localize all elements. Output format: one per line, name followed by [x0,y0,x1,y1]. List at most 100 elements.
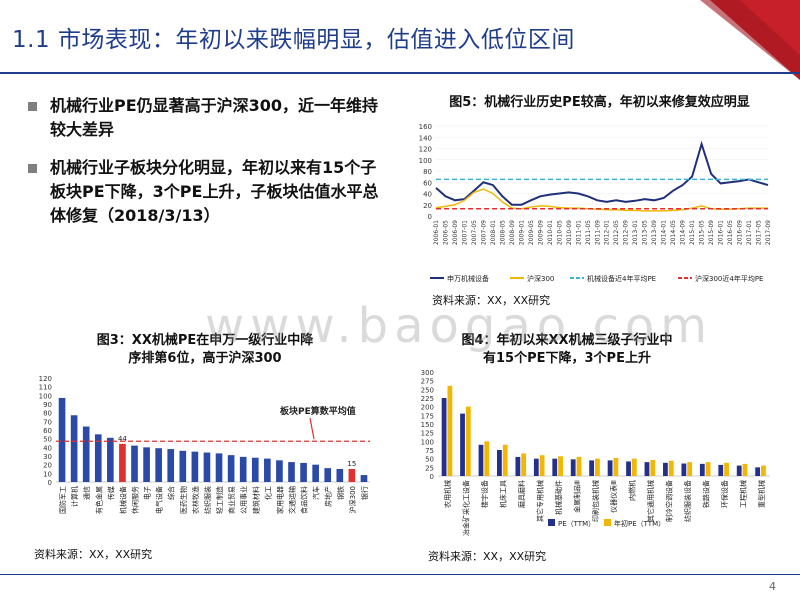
bar-1 [742,463,748,476]
bar [215,453,223,482]
x-tick-label: 纺织服装 [203,486,212,514]
footer-divider [0,574,800,575]
bar-1 [705,462,711,476]
x-tick-label: 沪深300 [348,486,357,513]
x-tick-label: 电气设备 [155,486,164,514]
y-tick-label: 60 [423,179,432,187]
bar-1 [724,462,729,476]
y-tick-label: 40 [43,444,52,452]
x-tick-label: 农用机械 [443,480,452,508]
figure4-caption-line1: 图4：年初以来XX机械三级子行业中 [461,333,673,348]
bar [312,464,319,482]
bar [264,458,271,482]
y-tick-label: 225 [421,395,434,403]
x-tick-label: 2014-05 [670,220,677,245]
y-tick-label: 100 [421,438,434,446]
y-tick-label: 20 [423,202,432,210]
y-tick-label: 30 [43,453,52,461]
bar [94,434,102,482]
legend-label: PE（TTM） [558,520,595,528]
x-tick-label: 2009-05 [528,220,535,245]
x-tick-label: 机械基础件 [554,480,563,515]
figure4-caption-line2: 有15个PE下降，3个PE上升 [483,351,651,366]
x-tick-label: 印刷包装机械 [591,480,600,522]
x-tick-label: 医药生物 [179,486,188,514]
average-annotation: 板块PE算数平均值 [280,405,356,417]
bar [239,456,247,482]
x-tick-label: 冶金矿采化工设备 [462,480,471,536]
title-divider [0,72,800,74]
figure3-caption-line1: 图3：XX机械PE在申万一级行业中降 [96,333,314,348]
bar-0 [607,460,613,476]
x-tick-label: 楼宇设备 [480,480,489,508]
bar [179,450,187,482]
bar-0 [515,456,521,476]
y-tick-label: 20 [43,462,52,470]
x-tick-label: 2008-09 [509,220,516,245]
x-tick-label: 钢铁 [336,486,345,500]
bullet-1: 机械行业PE仍显著高于沪深300，近一年维持较大差异 [28,94,390,142]
y-tick-label: 125 [421,430,434,438]
x-tick-label: 2011-09 [594,220,601,245]
figure3-caption-line2: 序排第6位，高于沪深300 [128,351,282,366]
x-tick-label: 商业贸易 [227,486,236,514]
x-tick-label: 2011-01 [575,220,582,245]
page-number: 4 [769,580,776,593]
y-tick-label: 175 [421,412,434,420]
x-tick-label: 通信 [82,486,91,500]
x-tick-label: 交通运输 [288,486,297,514]
y-tick-label: 60 [43,427,52,435]
bar [348,469,356,482]
bar [143,447,150,482]
bar-1 [668,460,674,476]
x-tick-label: 金属制品Ⅲ [572,480,581,513]
x-tick-label: 2013-09 [651,220,658,245]
legend-label: 沪深300 [527,274,554,283]
x-tick-label: 2010-05 [556,220,563,245]
x-tick-label: 有色金属 [94,486,103,514]
y-tick-label: 25 [425,464,434,472]
x-tick-label: 国防军工 [58,486,67,514]
figure3-caption: 图3：XX机械PE在申万一级行业中降 序排第6位，高于沪深300 [40,332,370,368]
y-tick-label: 40 [423,191,432,199]
bar-0 [552,458,558,476]
bullet-1-text: 机械行业PE仍显著高于沪深300，近一年维持较大差异 [50,96,379,139]
legend-label: 机械设备近4年平均PE [587,274,656,283]
x-tick-label: 2006-09 [452,220,459,245]
x-tick-label: 汽车 [312,486,321,500]
x-tick-label: 机床工具 [499,480,508,508]
y-tick-label: 90 [43,401,52,409]
x-tick-label: 重型机械 [757,480,766,508]
bar [324,468,332,482]
y-tick-label: 150 [421,421,434,429]
bar [227,455,235,482]
x-tick-label: 2006-01 [433,220,440,245]
x-tick-label: 2012-05 [613,220,620,245]
x-tick-label: 综合 [167,486,176,500]
bar-1 [576,456,582,476]
bar [251,457,259,482]
x-tick-label: 2013-01 [632,220,639,245]
bar-data-label: 15 [347,460,356,468]
x-tick-label: 其它专用机械 [535,480,544,522]
bar-0 [626,461,631,476]
y-tick-label: 300 [421,369,434,377]
y-tick-label: 200 [421,404,434,412]
x-tick-label: 2009-01 [518,220,525,245]
bar [167,449,175,482]
y-tick-label: 0 [430,473,434,481]
watermark: www.baogao.com [205,298,714,354]
bar-1 [539,455,545,476]
x-tick-label: 电子 [143,486,152,500]
figure4-source: 资料来源：XX，XX研究 [428,550,547,563]
series-line-1 [435,188,768,212]
legend-label: 沪深300近4年平均PE [695,274,763,283]
bar-1 [595,458,600,476]
y-tick-label: 70 [43,418,52,426]
bullet-2: 机械行业子板块分化明显，年初以来有15个子板块PE下降，3个PE上升，子板块估值… [28,156,390,228]
y-tick-label: 0 [428,213,432,221]
x-tick-label: 2014-09 [680,220,687,245]
x-tick-label: 2017-01 [746,220,753,245]
x-tick-label: 化工 [263,486,272,500]
